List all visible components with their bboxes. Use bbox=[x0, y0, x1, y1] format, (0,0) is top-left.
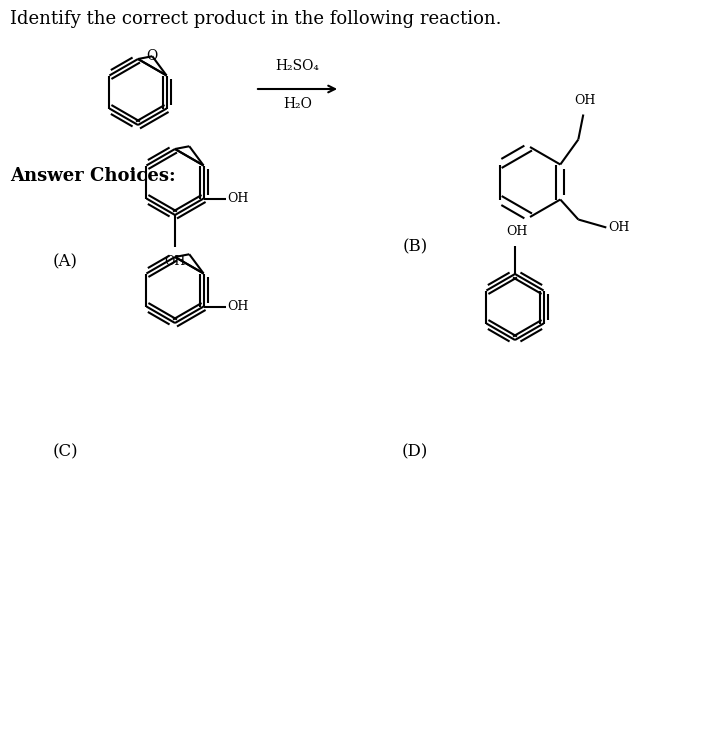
Text: O: O bbox=[147, 49, 158, 63]
Text: (C): (C) bbox=[52, 444, 78, 461]
Text: (D): (D) bbox=[402, 444, 428, 461]
Text: H₂SO₄: H₂SO₄ bbox=[276, 59, 319, 73]
Text: OH: OH bbox=[164, 255, 185, 268]
Text: H₂O: H₂O bbox=[283, 97, 312, 111]
Text: Answer Choices:: Answer Choices: bbox=[10, 167, 175, 185]
Text: OH: OH bbox=[609, 221, 629, 234]
Text: OH: OH bbox=[228, 300, 249, 313]
Text: OH: OH bbox=[575, 94, 596, 107]
Text: Identify the correct product in the following reaction.: Identify the correct product in the foll… bbox=[10, 10, 501, 28]
Text: (B): (B) bbox=[402, 239, 427, 256]
Text: (A): (A) bbox=[52, 254, 77, 270]
Text: OH: OH bbox=[228, 192, 249, 205]
Text: OH: OH bbox=[506, 225, 528, 238]
